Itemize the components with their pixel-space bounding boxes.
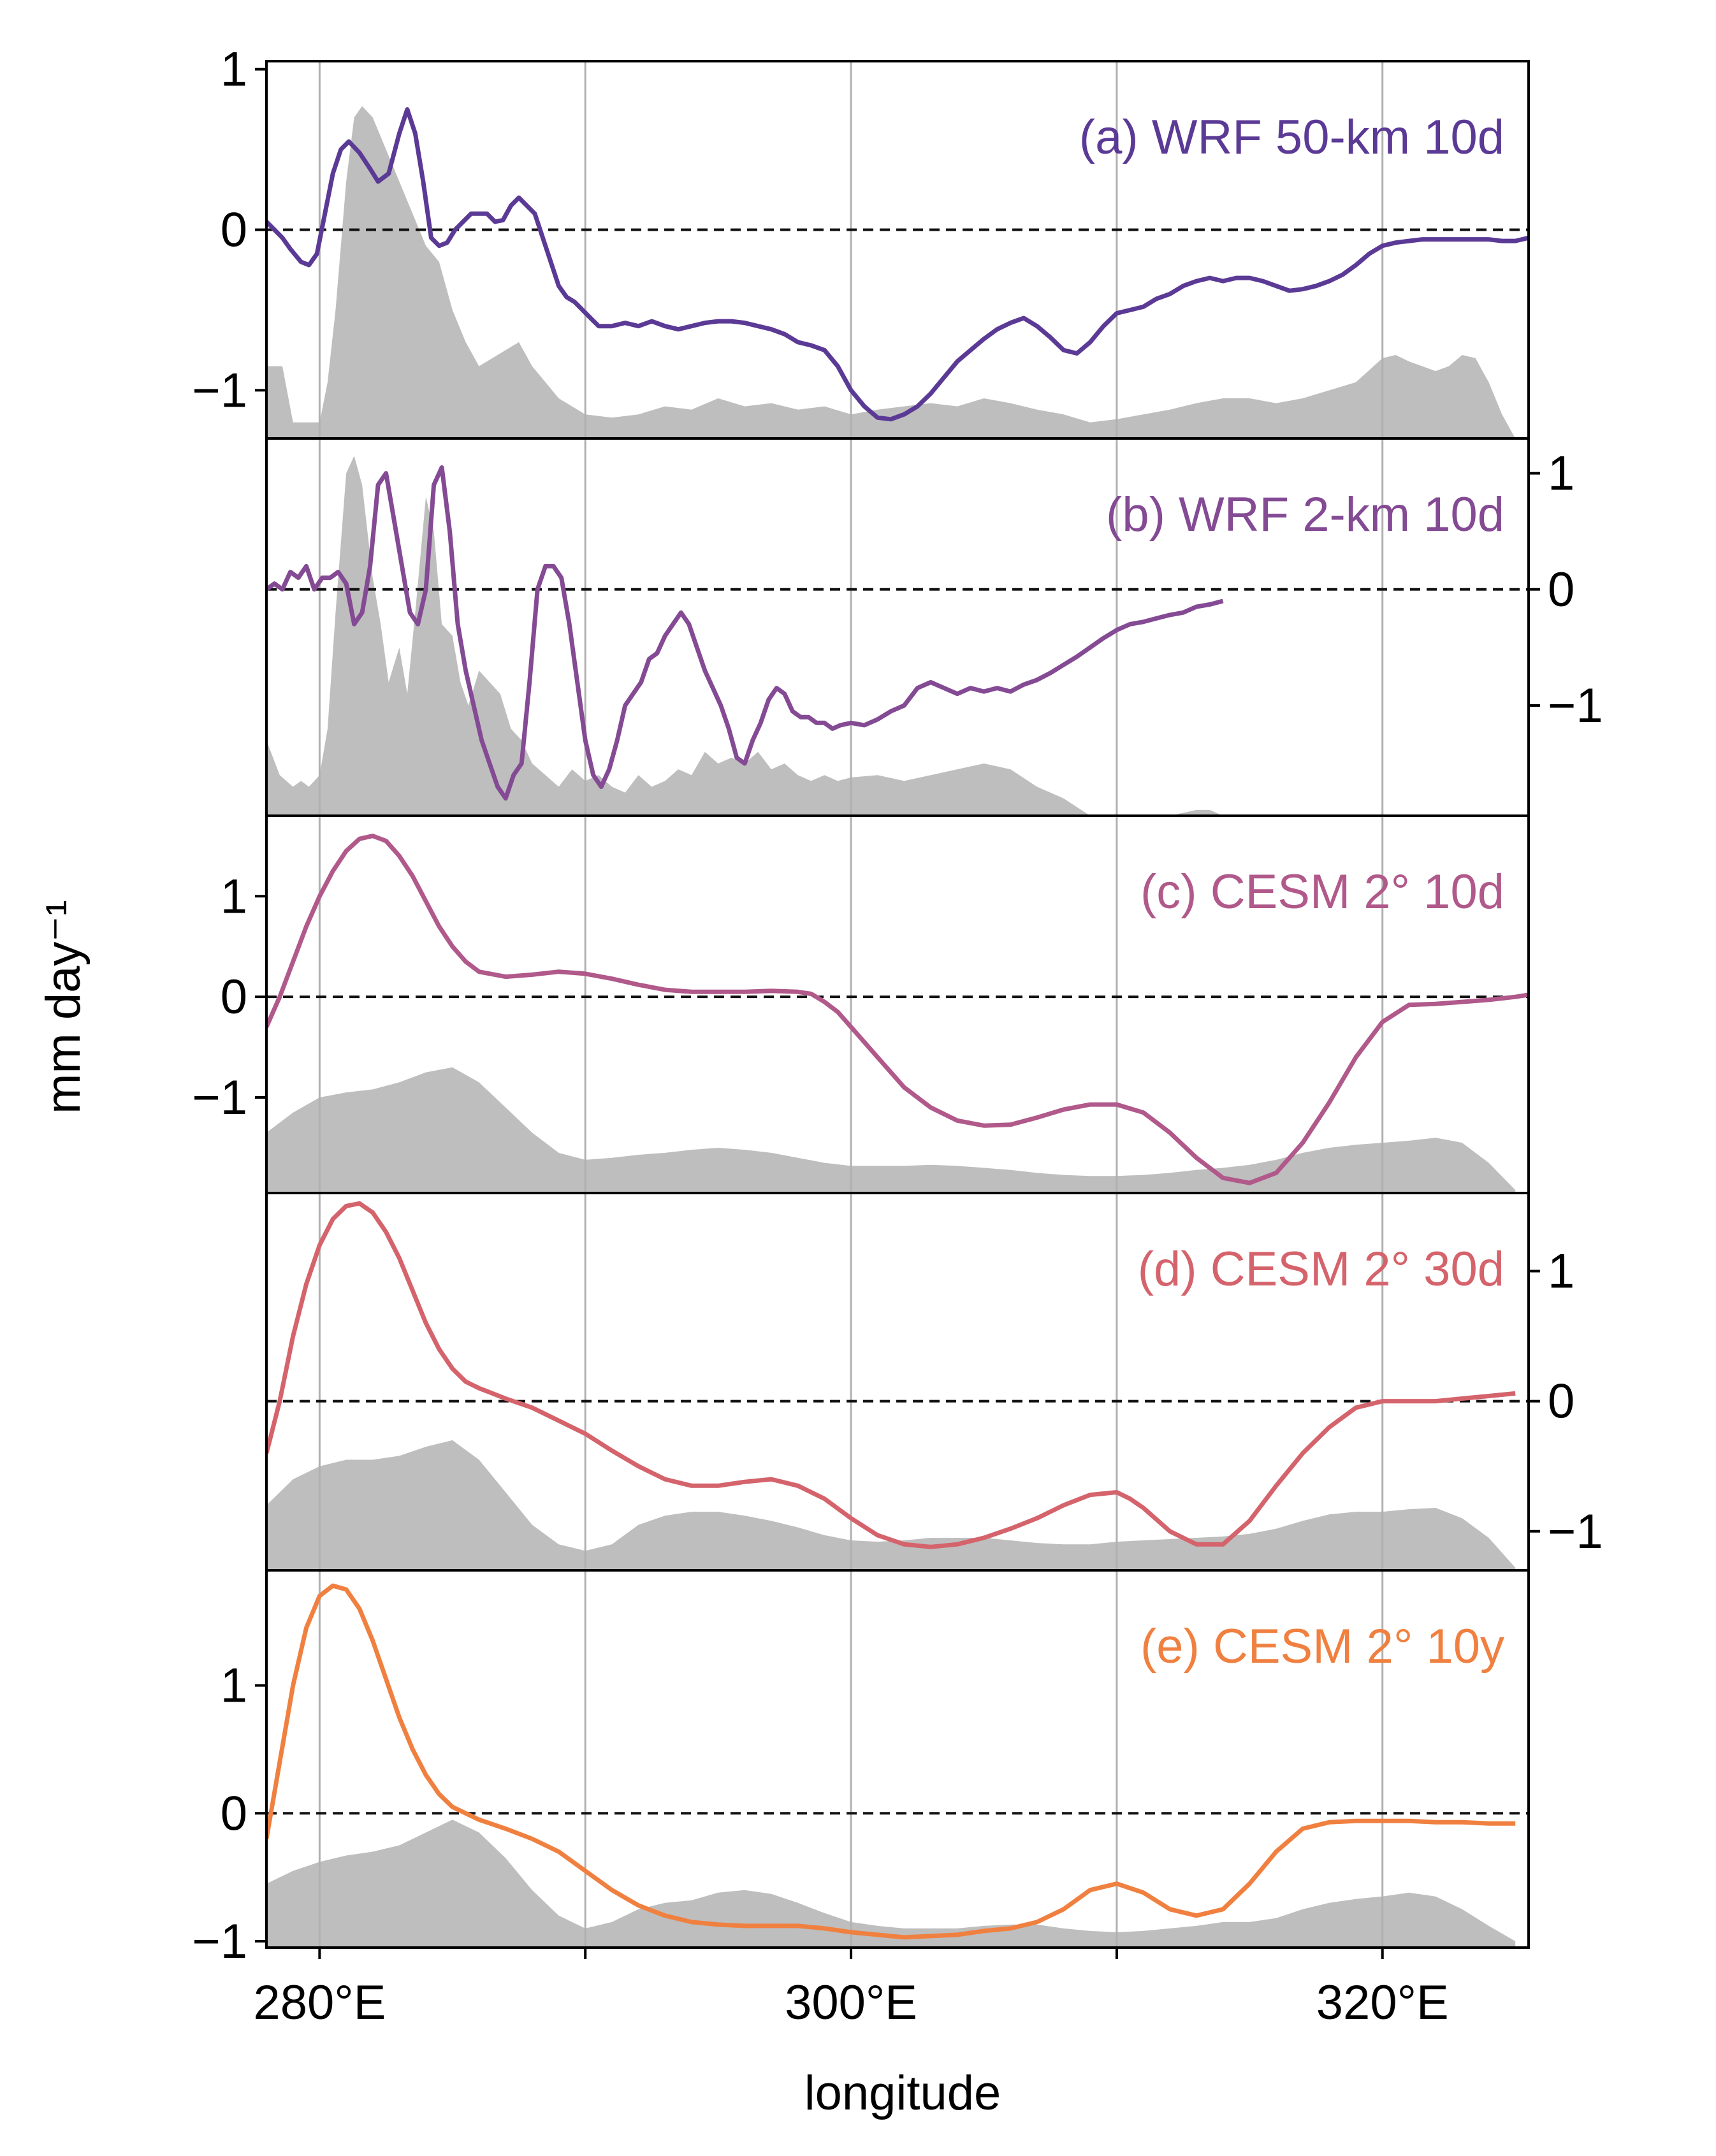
y-tick-label: 0	[1548, 1375, 1574, 1429]
y-tick-label: 1	[1548, 1244, 1574, 1298]
shading-area	[266, 1820, 1516, 1948]
y-tick-label: 0	[221, 970, 247, 1024]
y-axis-label: mm day⁻¹	[36, 900, 91, 1114]
y-tick-label: 0	[1548, 563, 1574, 617]
panel-c: 1 0 −1 (c) CESM 2° 10d	[192, 814, 1530, 1194]
series-line	[266, 834, 1529, 1185]
panels-group: 1 0 −1 (a) WRF 50-km 10d 1 0 −1 (b) WRF 2-km 10…	[192, 43, 1603, 1969]
shading-area	[266, 1067, 1516, 1193]
x-tick-label: 300°E	[785, 1976, 917, 2030]
x-tick-label: 280°E	[253, 1976, 386, 2030]
y-tick-label: −1	[192, 363, 247, 417]
y-tick-label: 1	[221, 43, 247, 97]
shading-area	[266, 106, 1516, 438]
series-line	[266, 1201, 1516, 1549]
series-line	[266, 465, 1224, 801]
panel-title: (c) CESM 2° 10d	[1140, 865, 1504, 919]
y-tick-label: 0	[221, 203, 247, 257]
shading-area	[266, 456, 1223, 816]
panel-frame	[265, 1569, 1530, 1949]
y-tick-label: 1	[221, 1659, 247, 1713]
shading-area	[266, 1440, 1516, 1570]
x-axis-label: longitude	[804, 2066, 1001, 2120]
x-tick-label: 320°E	[1316, 1976, 1449, 2030]
panel-d: 1 0 −1 (d) CESM 2° 30d	[265, 1192, 1603, 1572]
panel-title: (a) WRF 50-km 10d	[1079, 110, 1504, 164]
x-axis: 280°E 300°E 320°E	[253, 1948, 1449, 2030]
panel-title: (b) WRF 2-km 10d	[1106, 488, 1504, 542]
y-tick-label: −1	[1548, 1505, 1603, 1559]
series-line	[266, 1583, 1516, 1940]
y-tick-label: 1	[221, 869, 247, 923]
y-tick-label: −1	[192, 1071, 247, 1125]
panel-title: (d) CESM 2° 30d	[1138, 1242, 1504, 1296]
y-tick-label: 0	[221, 1786, 247, 1841]
panel-title: (e) CESM 2° 10y	[1140, 1619, 1504, 1674]
y-tick-label: −1	[1548, 679, 1603, 733]
panel-b: 1 0 −1 (b) WRF 2-km 10d	[265, 437, 1603, 817]
panel-e: 1 0 −1 (e) CESM 2° 10y	[192, 1569, 1530, 1969]
y-tick-label: 1	[1548, 447, 1574, 501]
panel-a: 1 0 −1 (a) WRF 50-km 10d	[192, 43, 1530, 440]
series-line	[266, 107, 1529, 422]
y-tick-label: −1	[192, 1914, 247, 1969]
